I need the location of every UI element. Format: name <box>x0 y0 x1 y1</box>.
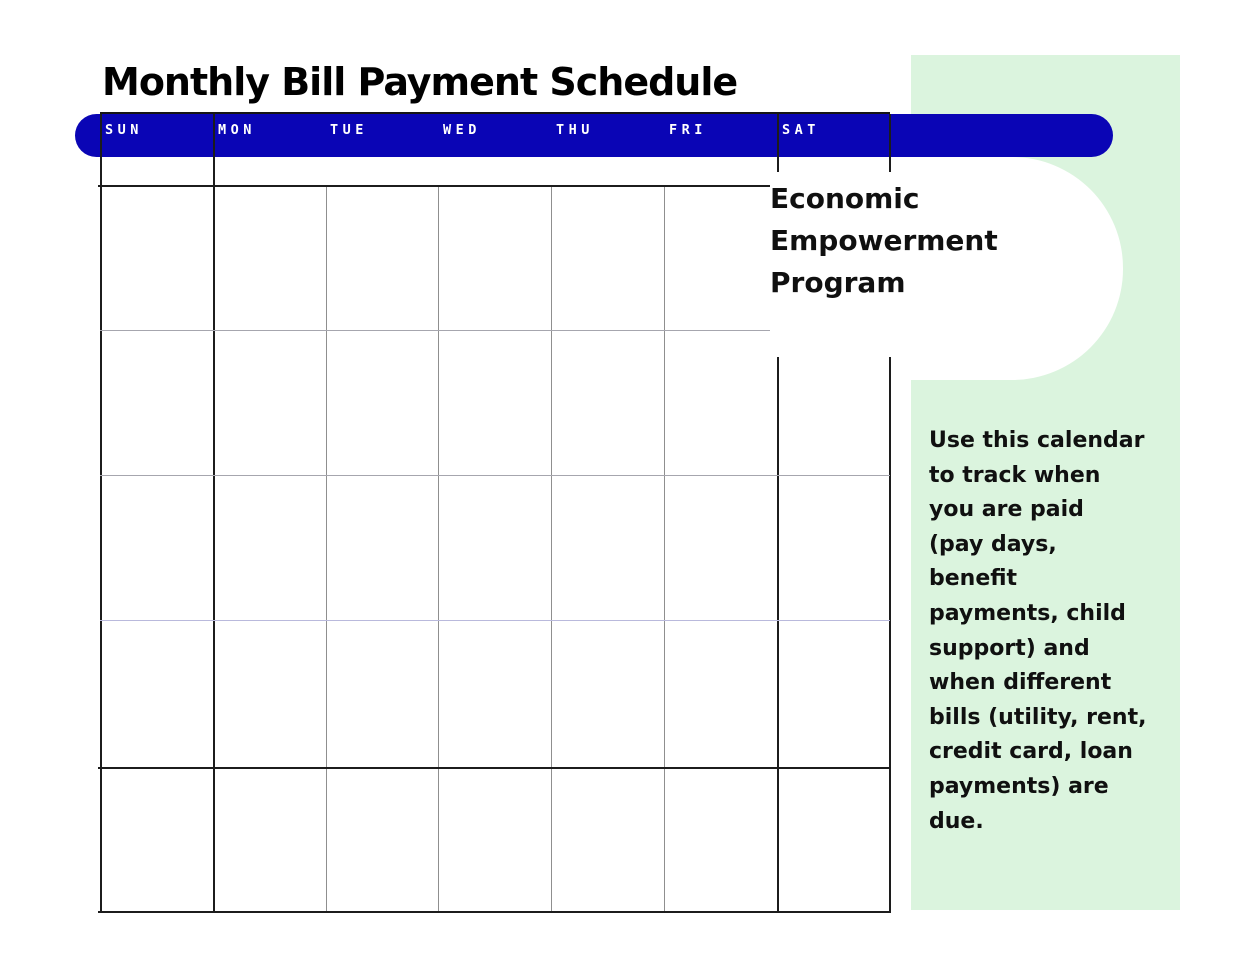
weekday-label-mon: MON <box>218 122 256 138</box>
grid-vline <box>889 114 891 172</box>
grid-hline <box>98 185 770 187</box>
rounded-notch <box>765 157 1123 380</box>
grid-vline <box>551 185 552 913</box>
grid-hline <box>100 475 890 476</box>
grid-vline <box>100 114 102 913</box>
weekday-label-fri: FRI <box>669 122 707 138</box>
grid-hline <box>98 911 891 913</box>
grid-vline <box>777 357 779 913</box>
grid-hline <box>98 767 891 769</box>
weekday-header-bar <box>75 114 1113 157</box>
grid-vline <box>664 185 665 913</box>
weekday-label-sat: SAT <box>782 122 820 138</box>
weekday-label-wed: WED <box>443 122 481 138</box>
side-note: Use this calendar to track when you are … <box>929 428 1147 834</box>
grid-vline <box>326 185 327 913</box>
grid-hline <box>100 330 770 331</box>
grid-vline <box>438 185 439 913</box>
grid-vline <box>213 114 215 913</box>
header-bar-top-border <box>100 112 890 114</box>
weekday-label-sun: SUN <box>105 122 143 138</box>
program-title: Economic Empowerment Program <box>770 182 998 299</box>
grid-vline <box>889 357 891 913</box>
grid-vline <box>777 114 779 172</box>
page-title: Monthly Bill Payment Schedule <box>102 60 738 104</box>
grid-hline <box>100 620 890 621</box>
weekday-label-thu: THU <box>556 122 594 138</box>
weekday-label-tue: TUE <box>330 122 368 138</box>
